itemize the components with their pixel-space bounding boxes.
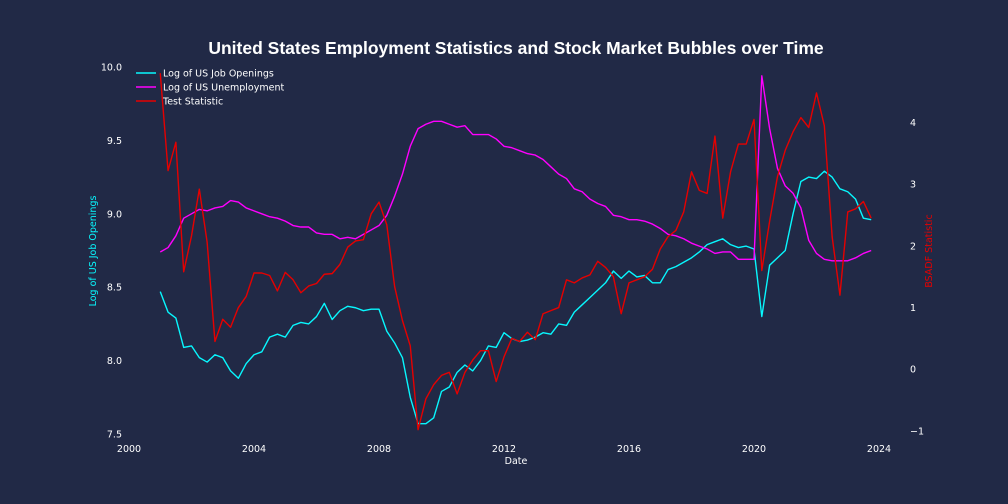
legend-item-test-statistic: Test Statistic — [136, 97, 223, 108]
chart-title: United States Employment Statistics and … — [208, 38, 824, 58]
left-y-tick-label: 9.0 — [107, 209, 122, 220]
right-y-tick-label: −1 — [910, 426, 924, 437]
left-y-axis-ticks: 7.5 8.0 8.5 9.0 9.5 10.0 — [101, 63, 122, 441]
left-y-tick-label: 7.5 — [107, 430, 122, 441]
right-y-axis-ticks: −1 0 1 2 3 4 — [910, 118, 924, 437]
x-tick-label: 2016 — [617, 444, 641, 455]
left-y-tick-label: 8.0 — [107, 356, 122, 367]
x-tick-label: 2000 — [117, 444, 141, 455]
legend: Log of US Job Openings Log of US Unemplo… — [136, 69, 284, 108]
legend-label-unemployment: Log of US Unemployment — [163, 83, 284, 94]
left-y-tick-label: 8.5 — [107, 283, 122, 294]
right-y-tick-label: 0 — [910, 365, 916, 376]
legend-label-job-openings: Log of US Job Openings — [163, 69, 274, 80]
left-y-axis-label: Log of US Job Openings — [88, 196, 99, 307]
legend-label-test-statistic: Test Statistic — [162, 97, 223, 108]
x-axis-ticks: 2000 2004 2008 2012 2016 2020 2024 — [117, 444, 891, 455]
series-lines — [159, 73, 872, 431]
x-tick-label: 2020 — [742, 444, 766, 455]
right-y-tick-label: 1 — [910, 303, 916, 314]
x-tick-label: 2004 — [242, 444, 266, 455]
x-axis-label: Date — [505, 456, 528, 467]
legend-item-unemployment: Log of US Unemployment — [136, 83, 284, 94]
test-statistic-line — [159, 73, 872, 431]
unemployment-line — [159, 75, 872, 262]
right-y-tick-label: 2 — [910, 241, 916, 252]
right-y-tick-label: 3 — [910, 180, 916, 191]
x-tick-label: 2008 — [367, 444, 391, 455]
job-openings-line — [159, 170, 872, 425]
left-y-tick-label: 9.5 — [107, 136, 122, 147]
right-y-axis-label: BSADF Statistic — [924, 214, 935, 287]
x-tick-label: 2012 — [492, 444, 516, 455]
x-tick-label: 2024 — [867, 444, 891, 455]
legend-item-job-openings: Log of US Job Openings — [136, 69, 274, 80]
left-y-tick-label: 10.0 — [101, 63, 122, 74]
right-y-tick-label: 4 — [910, 118, 916, 129]
